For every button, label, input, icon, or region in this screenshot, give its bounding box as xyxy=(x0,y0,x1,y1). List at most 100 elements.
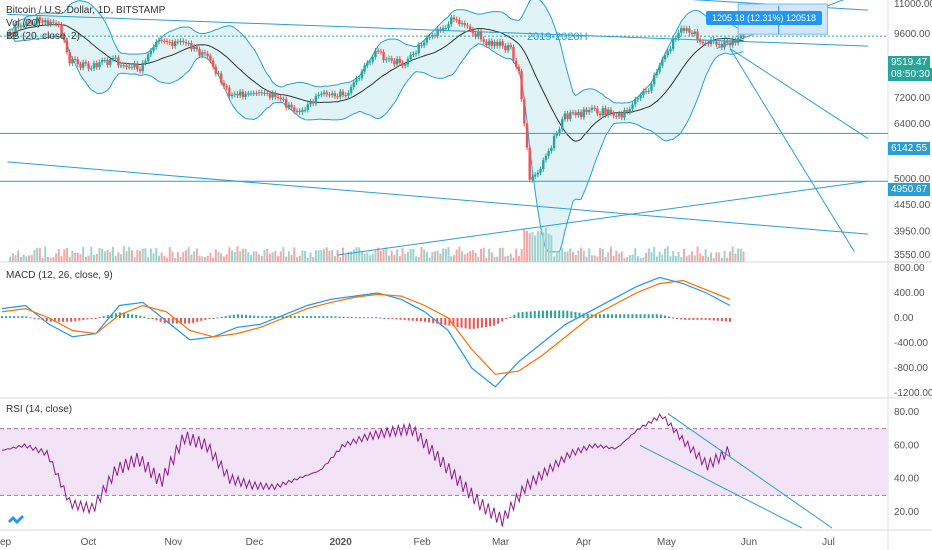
macd-histogram-bar xyxy=(570,311,573,318)
candle-body xyxy=(41,20,44,23)
candle-body xyxy=(279,97,282,100)
candle-body xyxy=(103,60,107,62)
macd-tick-label: -1200.00 xyxy=(894,388,932,399)
volume-bar xyxy=(701,255,704,262)
macd-histogram-bar xyxy=(432,318,435,324)
macd-histogram-bar xyxy=(513,314,516,318)
macd-histogram-bar xyxy=(29,317,32,319)
candle-body xyxy=(504,45,507,51)
candle-body xyxy=(314,96,318,104)
volume-bar xyxy=(130,250,133,262)
candle-body xyxy=(276,96,280,98)
candle-body xyxy=(463,23,466,26)
candle-body xyxy=(401,62,404,66)
candle-body xyxy=(263,92,266,94)
volume-bar xyxy=(355,247,358,262)
candle-body xyxy=(57,23,61,25)
candle-body xyxy=(22,25,25,27)
candle-body xyxy=(601,108,604,116)
macd-histogram-bar xyxy=(391,318,394,319)
candle-body xyxy=(100,60,104,63)
volume-bar xyxy=(163,255,166,262)
candle-body xyxy=(182,40,185,42)
candle-body xyxy=(436,29,439,36)
macd-histogram-bar xyxy=(574,312,577,318)
macd-histogram-bar xyxy=(334,316,337,318)
macd-histogram-bar xyxy=(354,317,357,319)
macd-histogram-bar xyxy=(476,318,479,329)
candle-body xyxy=(604,108,607,115)
candle-body xyxy=(293,107,296,112)
trendline-support xyxy=(337,180,869,256)
volume-bar xyxy=(22,254,25,262)
candle-body xyxy=(693,31,696,34)
macd-histogram-bar xyxy=(17,316,20,318)
volume-bar xyxy=(252,251,255,262)
macd-histogram-bar xyxy=(204,318,207,320)
candle-body xyxy=(217,73,220,75)
candle-body xyxy=(90,68,93,70)
candle-body xyxy=(588,110,591,113)
volume-bar xyxy=(382,249,385,262)
macd-histogram-bar xyxy=(310,316,313,318)
candle-body xyxy=(441,28,445,31)
volume-bar xyxy=(17,250,20,262)
macd-histogram-bar xyxy=(440,318,443,325)
volume-bar xyxy=(136,249,139,262)
candle-body xyxy=(671,39,675,49)
candle-body xyxy=(374,50,377,57)
macd-histogram-bar xyxy=(708,318,711,321)
candle-body xyxy=(644,91,648,93)
bollinger-lower xyxy=(7,35,744,253)
volume-bar xyxy=(596,256,599,262)
macd-histogram-bar xyxy=(460,318,463,328)
candle-body xyxy=(558,129,561,134)
volume-bar xyxy=(306,257,309,262)
tradingview-logo[interactable] xyxy=(5,507,27,529)
macd-histogram-bar xyxy=(240,314,243,318)
volume-bar xyxy=(534,235,537,262)
candle-body xyxy=(333,93,337,97)
macd-histogram-bar xyxy=(647,314,650,318)
volume-bar xyxy=(417,257,420,262)
candle-body xyxy=(79,64,82,68)
volume-bar xyxy=(463,254,466,262)
candle-body xyxy=(312,101,315,104)
volume-bar xyxy=(547,233,550,262)
candle-body xyxy=(184,41,188,44)
macd-histogram-bar xyxy=(379,317,382,319)
volume-bar xyxy=(339,257,342,262)
rsi-line xyxy=(1,413,731,527)
macd-histogram-bar xyxy=(407,318,410,321)
macd-tick-label: -800.00 xyxy=(894,363,928,374)
volume-bar xyxy=(111,246,114,262)
level-1-tag: 6142.55 xyxy=(888,142,931,155)
trendline-mid xyxy=(7,13,869,47)
macd-histogram-bar xyxy=(167,318,170,324)
macd-histogram-bar xyxy=(611,314,614,318)
rsi-trendline-1 xyxy=(667,413,833,529)
volume-bar xyxy=(258,254,261,262)
candle-body xyxy=(707,42,710,45)
macd-histogram-bar xyxy=(452,318,455,327)
macd-histogram-bar xyxy=(82,318,85,321)
candle-body xyxy=(71,58,74,64)
macd-histogram-bar xyxy=(716,318,719,321)
volume-bar xyxy=(25,256,28,262)
macd-histogram-bar xyxy=(123,313,126,318)
candle-body xyxy=(517,66,521,72)
volume-bar xyxy=(599,248,602,262)
macd-histogram-bar xyxy=(322,316,325,318)
macd-histogram-bar xyxy=(159,318,162,322)
volume-bar xyxy=(52,257,55,262)
volume-bar xyxy=(531,231,534,262)
macd-histogram-bar xyxy=(635,314,638,318)
candle-body xyxy=(663,55,667,60)
volume-bar xyxy=(122,246,125,262)
volume-bar xyxy=(106,250,109,262)
macd-histogram-bar xyxy=(188,318,191,324)
volume-bar xyxy=(555,251,558,262)
macd-histogram-bar xyxy=(62,318,65,322)
candle-body xyxy=(528,147,531,180)
